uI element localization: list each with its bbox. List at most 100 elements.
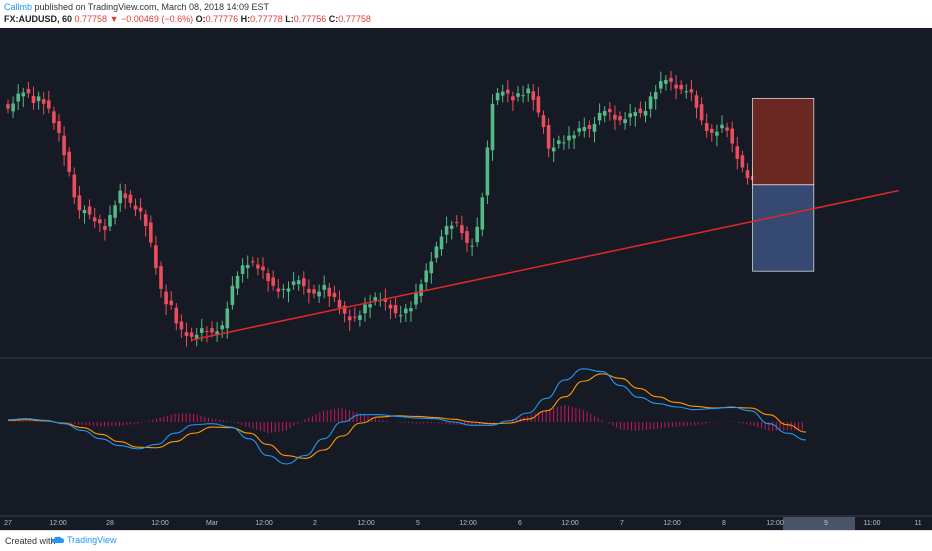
time-axis-label: 8 <box>722 520 726 527</box>
candle-body <box>210 328 214 333</box>
candle-body <box>123 193 128 199</box>
candle-body <box>87 206 92 215</box>
close-label: C: <box>328 14 339 24</box>
candle-body <box>429 261 434 274</box>
candle-body <box>628 113 632 118</box>
candle-body <box>500 91 505 96</box>
candle-body <box>291 281 296 285</box>
candle-body <box>143 214 148 227</box>
candle-body <box>704 123 709 131</box>
candle-body <box>653 92 658 100</box>
time-axis-highlight <box>783 517 855 530</box>
candle-body <box>332 292 337 298</box>
tradingview-logo[interactable]: TradingView <box>52 535 117 545</box>
low-value: 0.77756 <box>293 14 327 24</box>
candle-body <box>52 111 56 124</box>
candle-body <box>154 245 158 269</box>
candle-body <box>679 85 683 90</box>
price-pane[interactable] <box>6 70 899 347</box>
candle-body <box>495 92 500 101</box>
candle-body <box>98 219 102 224</box>
symbol-label: FX:AUDUSD, 60 <box>4 14 73 24</box>
candle-body <box>31 96 36 104</box>
candle-body <box>623 119 627 124</box>
candle-body <box>557 140 561 144</box>
ohlc-legend: FX:AUDUSD, 60 0.77758 ▼ −0.00469 (−0.6%)… <box>4 14 371 24</box>
candle-body <box>118 190 122 204</box>
candle-body <box>506 89 510 94</box>
candle-body <box>164 291 168 305</box>
candle-body <box>62 135 66 156</box>
candle-body <box>373 297 377 301</box>
candle-body <box>597 112 602 121</box>
time-axis-label: 12:00 <box>459 520 477 527</box>
candle-body <box>67 151 71 172</box>
open-label: O: <box>195 14 206 24</box>
take-profit-zone <box>752 184 815 272</box>
candle-body <box>240 265 245 274</box>
signal-line <box>7 373 807 459</box>
candle-body <box>699 104 704 121</box>
candle-body <box>205 330 209 332</box>
time-axis-label: 5 <box>416 520 420 527</box>
open-value: 0.77776 <box>205 14 239 24</box>
candle-body <box>455 222 459 224</box>
time-axis-label: 28 <box>106 520 114 527</box>
candle-body <box>72 174 77 198</box>
candle-body <box>47 100 51 109</box>
high-label: H: <box>240 14 251 24</box>
brand-label: TradingView <box>67 535 117 545</box>
candle-body <box>398 315 403 317</box>
candle-body <box>133 205 138 210</box>
candle-body <box>516 93 520 97</box>
candle-body <box>577 128 581 132</box>
candle-body <box>669 77 673 82</box>
candle-body <box>261 266 265 271</box>
low-label: L: <box>285 14 294 24</box>
candle-body <box>745 170 750 179</box>
time-axis-label: 12:00 <box>151 520 169 527</box>
macd-pane[interactable] <box>7 368 807 465</box>
candle-body <box>725 127 729 131</box>
candle-body <box>21 92 26 97</box>
candle-body <box>740 155 745 168</box>
chart-canvas[interactable]: 27 12:00 28 12:00 Mar 12:00 2 12:00 5 12:00 6 12:00… <box>0 28 932 530</box>
author-link[interactable]: Callmb <box>4 2 33 12</box>
candle-body <box>404 308 408 314</box>
candle-body <box>684 91 689 93</box>
candle-body <box>409 308 413 312</box>
chart-area[interactable]: 27 12:00 28 12:00 Mar 12:00 2 12:00 5 12:00 6 12:00… <box>0 28 932 530</box>
candle-body <box>256 264 260 269</box>
candle-body <box>41 99 46 104</box>
close-value: 0.77758 <box>338 14 371 24</box>
candle-body <box>541 115 546 128</box>
high-value: 0.77778 <box>250 14 283 24</box>
created-with-text: Created with <box>5 536 56 546</box>
candle-body <box>184 332 189 337</box>
candle-body <box>194 334 199 340</box>
candle-body <box>138 207 143 212</box>
candle-body <box>710 129 714 133</box>
candle-body <box>582 127 587 131</box>
candle-body <box>251 261 255 263</box>
time-axis-label: 12:00 <box>255 520 273 527</box>
price-change: −0.00469 (−0.6%) <box>121 14 194 24</box>
candle-body <box>444 226 449 235</box>
candle-body <box>562 142 566 144</box>
candle-body <box>592 123 597 132</box>
candle-body <box>546 125 551 149</box>
candle-body <box>200 328 204 333</box>
candle-body <box>618 116 622 121</box>
candle-body <box>572 135 576 139</box>
candle-body <box>587 125 592 129</box>
candle-body <box>664 79 668 84</box>
candle-body <box>424 270 428 283</box>
candle-body <box>26 88 31 94</box>
time-axis-label: 9 <box>824 520 828 527</box>
time-axis[interactable]: 27 12:00 28 12:00 Mar 12:00 2 12:00 5 12:00 6 12:00… <box>4 517 922 530</box>
candle-body <box>358 315 362 320</box>
candle-body <box>57 121 61 133</box>
candle-body <box>245 264 250 269</box>
candle-body <box>633 112 638 117</box>
candle-body <box>449 225 454 229</box>
